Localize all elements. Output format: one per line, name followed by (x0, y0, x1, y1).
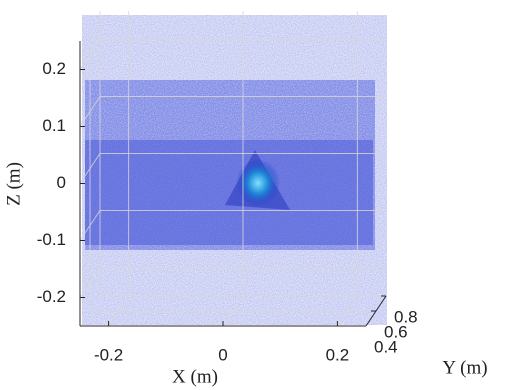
y-tick-label: 0.8 (394, 307, 418, 326)
y-axis-label: Y (m) (442, 357, 487, 378)
z-tick-label: 0 (57, 173, 66, 192)
x-tick-label: 0.2 (326, 345, 350, 364)
point-cloud (82, 15, 387, 325)
z-tick-label: -0.1 (37, 230, 66, 249)
x-tick-label: 0 (218, 345, 227, 364)
x-tick-label: -0.2 (94, 345, 123, 364)
z-axis-label: Z (m) (3, 162, 24, 206)
y-tick-label: 0.4 (374, 337, 398, 356)
z-tick-label: 0.2 (42, 59, 66, 78)
y-tick-label: 0.6 (384, 322, 408, 341)
z-tick-label: -0.2 (37, 287, 66, 306)
x-axis-label: X (m) (172, 366, 218, 387)
z-tick-label: 0.1 (42, 116, 66, 135)
